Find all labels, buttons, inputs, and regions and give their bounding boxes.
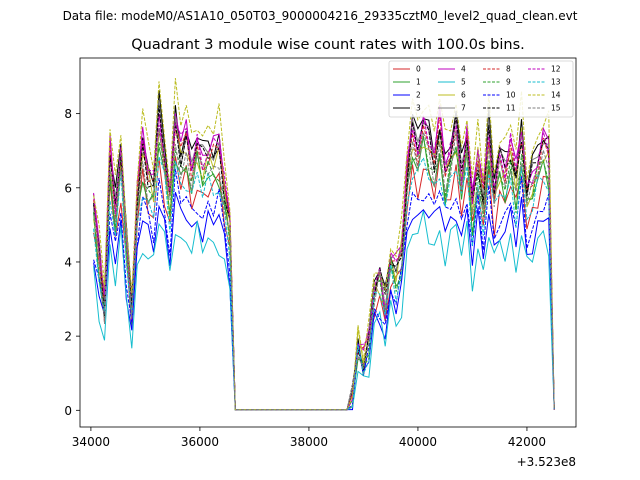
legend-label-1: 1	[416, 78, 421, 87]
series-line-3	[93, 90, 555, 411]
legend-label-14: 14	[551, 91, 561, 100]
legend-label-4: 4	[461, 65, 466, 74]
legend-label-2: 2	[416, 91, 421, 100]
legend-label-13: 13	[551, 78, 561, 87]
legend-label-7: 7	[461, 104, 466, 113]
y-axis: 0 2 4 6 8	[64, 107, 80, 418]
legend-label-11: 11	[506, 104, 516, 113]
y-tick-label: 8	[64, 107, 72, 121]
series-line-0	[93, 155, 555, 411]
plot-area	[93, 78, 555, 411]
series-line-5	[93, 210, 555, 411]
series-line-14	[93, 78, 555, 411]
y-tick-label: 4	[64, 255, 72, 269]
x-tick-label: 34000	[72, 435, 110, 449]
y-tick-label: 2	[64, 330, 72, 344]
x-tick-label: 42000	[508, 435, 546, 449]
y-tick-label: 6	[64, 181, 72, 195]
x-axis: 34000 36000 38000 40000 42000	[72, 427, 546, 449]
legend-label-10: 10	[506, 91, 516, 100]
legend-label-9: 9	[506, 78, 511, 87]
suptitle: Data file: modeM0/AS1A10_050T03_90000042…	[63, 9, 578, 23]
series-line-8	[93, 115, 555, 411]
legend-label-12: 12	[551, 65, 561, 74]
chart-title: Quadrant 3 module wise count rates with …	[131, 37, 525, 53]
x-tick-label: 40000	[399, 435, 437, 449]
legend-label-8: 8	[506, 65, 511, 74]
series-group	[93, 78, 555, 411]
legend-label-6: 6	[461, 91, 466, 100]
x-tick-label: 38000	[290, 435, 328, 449]
legend-label-15: 15	[551, 104, 561, 113]
legend-label-3: 3	[416, 104, 421, 113]
legend-label-5: 5	[461, 78, 466, 87]
series-line-10	[93, 168, 555, 411]
series-line-12	[93, 109, 555, 411]
x-tick-label: 36000	[181, 435, 219, 449]
axes-frame	[79, 57, 577, 428]
legend-label-0: 0	[416, 65, 421, 74]
x-offset-label: +3.523e8	[517, 455, 576, 469]
series-line-11	[93, 105, 555, 411]
legend-box	[388, 60, 574, 118]
y-tick-label: 0	[64, 404, 72, 418]
